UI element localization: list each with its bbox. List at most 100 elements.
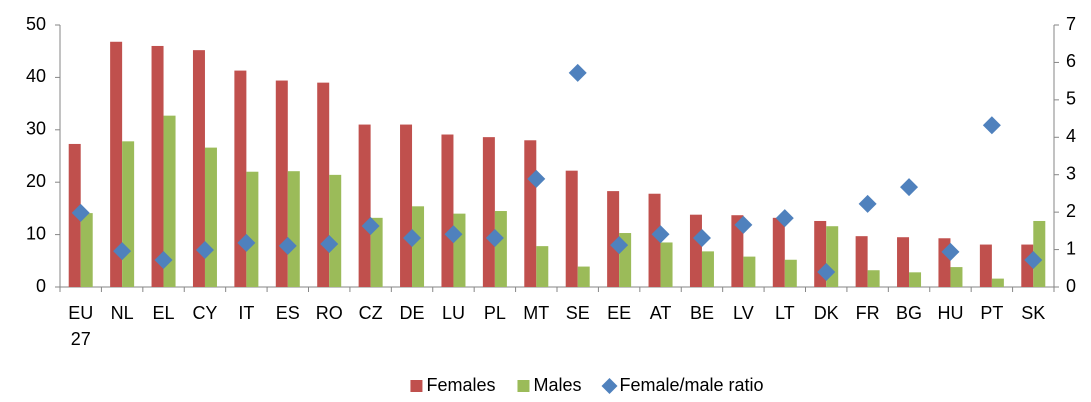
marker [444, 225, 463, 244]
x-tick-label: BE [690, 303, 714, 323]
x-tick-label: MT [523, 303, 549, 323]
y2-tick-label: 4 [1066, 126, 1076, 146]
y-tick-label: 40 [26, 66, 46, 86]
x-tick-label: PT [980, 303, 1003, 323]
marker [278, 236, 297, 255]
y2-tick-label: 2 [1066, 201, 1076, 221]
bar [246, 171, 259, 287]
bar [689, 214, 702, 287]
x-tick-label: BG [896, 303, 922, 323]
legend-swatch [517, 380, 530, 392]
marker [610, 236, 629, 255]
marker [982, 116, 1001, 135]
x-tick-label: EU 27 [68, 303, 93, 349]
x-tick-label: DK [814, 303, 839, 323]
marker [403, 228, 422, 247]
bar [287, 171, 300, 287]
marker [527, 169, 546, 188]
bar [329, 174, 342, 287]
bar [950, 267, 963, 287]
x-tick-label: SK [1021, 303, 1045, 323]
x-tick-label: IT [238, 303, 254, 323]
bar [234, 70, 247, 287]
bar [110, 41, 123, 287]
x-tick-label: NL [111, 303, 134, 323]
y2-tick-label: 0 [1066, 276, 1076, 296]
y2-tick-label: 6 [1066, 51, 1076, 71]
bar [151, 45, 164, 288]
x-tick-label: EE [607, 303, 631, 323]
bar [701, 251, 714, 287]
bar [909, 272, 922, 287]
marker [817, 263, 836, 282]
bar [979, 244, 992, 287]
bar [482, 137, 495, 287]
marker [692, 228, 711, 247]
x-tick-label: EL [153, 303, 175, 323]
y-tick-label: 20 [26, 171, 46, 191]
marker [858, 194, 877, 213]
bar [565, 170, 578, 287]
x-tick-label: RO [316, 303, 343, 323]
bar [441, 134, 454, 287]
marker [154, 251, 173, 270]
bar [204, 147, 217, 287]
bar [80, 213, 93, 287]
x-tick-label: LV [733, 303, 754, 323]
marker [568, 63, 587, 82]
legend-swatch [410, 380, 423, 392]
marker [900, 178, 919, 197]
x-tick-label: ES [276, 303, 300, 323]
legend-swatch [601, 378, 618, 394]
marker [113, 242, 132, 261]
bar [453, 213, 466, 287]
bar [772, 217, 785, 287]
bar [648, 193, 661, 287]
x-tick-label: AT [650, 303, 672, 323]
bar [897, 237, 910, 287]
bar [122, 141, 135, 287]
bar [192, 50, 205, 287]
bar [855, 236, 868, 287]
legend-label: Female/male ratio [619, 375, 763, 395]
bar [1033, 220, 1046, 287]
bar [867, 270, 880, 287]
marker [71, 203, 90, 222]
marker [361, 216, 380, 235]
marker [195, 240, 214, 259]
bar [660, 242, 673, 287]
bar [731, 215, 744, 287]
marker [734, 215, 753, 234]
y2-tick-label: 3 [1066, 163, 1076, 183]
x-tick-label: LT [775, 303, 795, 323]
marker [1024, 251, 1043, 270]
marker [651, 225, 670, 244]
y2-tick-label: 5 [1066, 89, 1076, 109]
y-tick-label: 30 [26, 119, 46, 139]
bar [607, 191, 620, 287]
bar [577, 266, 590, 287]
bar [536, 246, 549, 287]
y2-tick-label: 1 [1066, 238, 1076, 258]
bar [163, 115, 176, 287]
marker [775, 209, 794, 228]
bar [743, 256, 756, 287]
x-tick-label: LU [442, 303, 465, 323]
marker [320, 234, 339, 253]
bar [494, 211, 507, 287]
x-tick-label: DE [400, 303, 425, 323]
y-tick-label: 0 [36, 276, 46, 296]
legend-label: Females [426, 375, 495, 395]
bar [784, 259, 797, 287]
x-tick-label: CY [192, 303, 217, 323]
marker [941, 242, 960, 261]
bar [991, 278, 1004, 287]
legend: Females Males Female/male ratio [410, 375, 764, 395]
x-tick-label: SE [566, 303, 590, 323]
bar [358, 124, 371, 287]
x-tick-label: PL [484, 303, 506, 323]
marker [237, 233, 256, 252]
bar [317, 82, 330, 287]
bar [370, 217, 383, 287]
